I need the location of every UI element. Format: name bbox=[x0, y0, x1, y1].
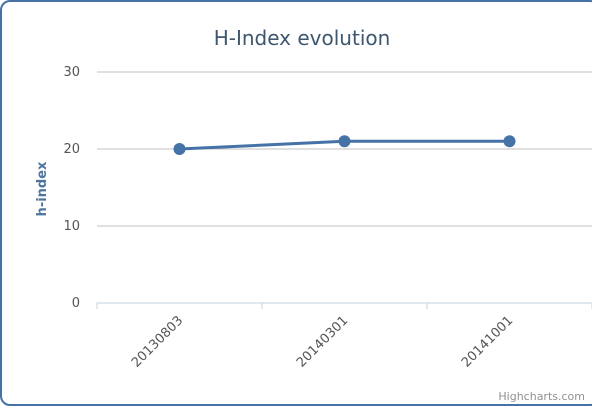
y-axis-title: h-index bbox=[35, 161, 50, 216]
chart-title: H-Index evolution bbox=[214, 26, 391, 50]
series-group bbox=[173, 135, 516, 155]
y-tick-label-0: 0 bbox=[72, 296, 80, 311]
y-tick-label-30: 30 bbox=[63, 65, 80, 80]
y-tick-label-10: 10 bbox=[63, 219, 80, 234]
credits-link[interactable]: Highcharts.com bbox=[498, 390, 585, 403]
data-point-20141001 bbox=[503, 135, 516, 148]
grid-lines bbox=[97, 71, 592, 227]
x-tick-label-20141001: 20141001 bbox=[459, 313, 516, 370]
y-tick-labels: 0 10 20 30 bbox=[63, 65, 80, 311]
x-tick-label-20140301: 20140301 bbox=[294, 313, 351, 370]
data-point-20140301 bbox=[338, 135, 351, 148]
y-tick-label-20: 20 bbox=[63, 142, 80, 157]
data-point-20130803 bbox=[173, 143, 186, 155]
x-tick-label-20130803: 20130803 bbox=[129, 313, 186, 370]
x-axis bbox=[96, 302, 592, 309]
x-tick-labels: 20130803 20140301 20141001 bbox=[129, 313, 516, 370]
